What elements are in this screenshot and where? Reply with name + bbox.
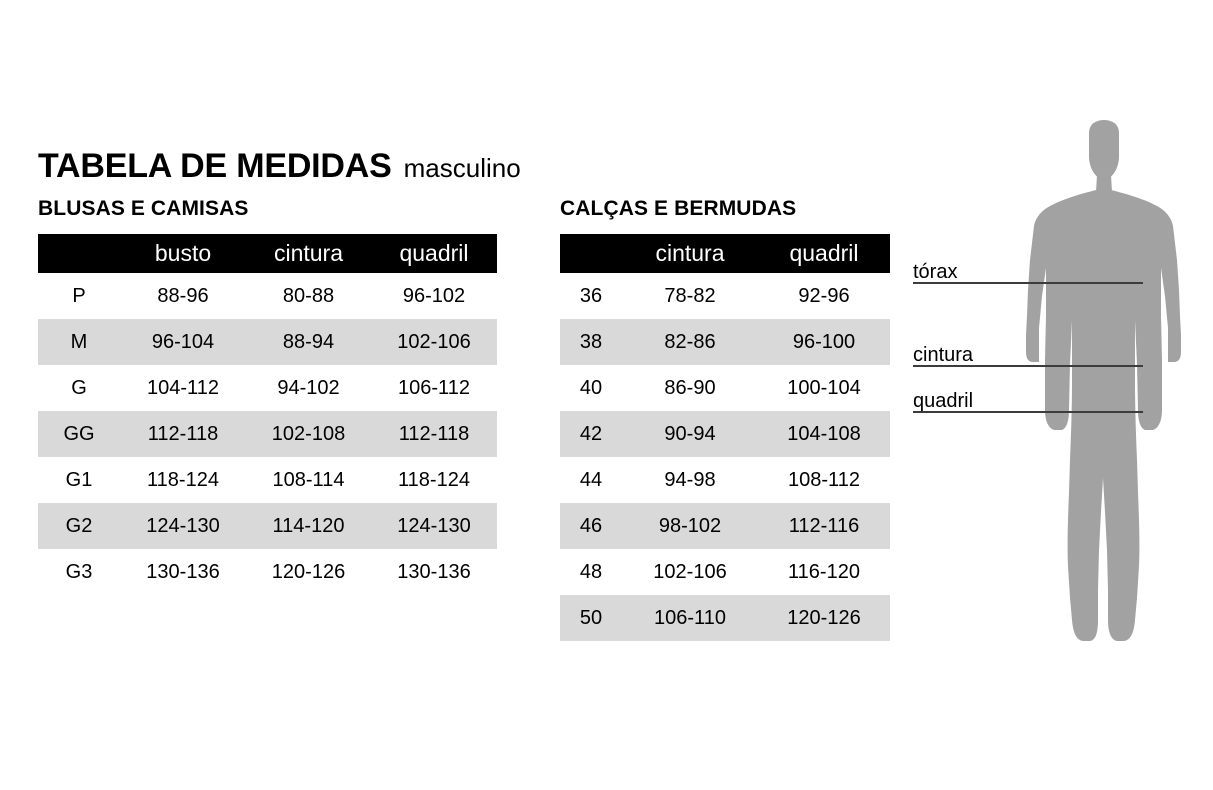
table-row: 40 86-90 100-104 bbox=[560, 365, 890, 411]
cell-quadril: 120-126 bbox=[758, 595, 890, 641]
table-row: 48 102-106 116-120 bbox=[560, 549, 890, 595]
cell-busto: 104-112 bbox=[120, 365, 246, 411]
column-header-cintura: cintura bbox=[622, 234, 758, 273]
cell-busto: 96-104 bbox=[120, 319, 246, 365]
cell-size: G2 bbox=[38, 503, 120, 549]
cell-size: P bbox=[38, 273, 120, 319]
cell-quadril: 118-124 bbox=[371, 457, 497, 503]
cell-quadril: 108-112 bbox=[758, 457, 890, 503]
cell-quadril: 124-130 bbox=[371, 503, 497, 549]
cell-size: 38 bbox=[560, 319, 622, 365]
cell-size: 40 bbox=[560, 365, 622, 411]
cell-quadril: 92-96 bbox=[758, 273, 890, 319]
table-row: 44 94-98 108-112 bbox=[560, 457, 890, 503]
cell-cintura: 120-126 bbox=[246, 549, 371, 595]
cell-size: 42 bbox=[560, 411, 622, 457]
cell-size: 48 bbox=[560, 549, 622, 595]
column-header-busto: busto bbox=[120, 234, 246, 273]
table-row: 42 90-94 104-108 bbox=[560, 411, 890, 457]
cell-cintura: 108-114 bbox=[246, 457, 371, 503]
cell-quadril: 104-108 bbox=[758, 411, 890, 457]
table-row: G 104-112 94-102 106-112 bbox=[38, 365, 497, 411]
page-title-subtitle: masculino bbox=[403, 153, 521, 183]
cell-cintura: 78-82 bbox=[622, 273, 758, 319]
section-title-tops: BLUSAS E CAMISAS bbox=[38, 197, 249, 220]
cell-cintura: 86-90 bbox=[622, 365, 758, 411]
measure-label-torax: tórax bbox=[913, 261, 958, 283]
cell-cintura: 80-88 bbox=[246, 273, 371, 319]
cell-size: 44 bbox=[560, 457, 622, 503]
page-title-main: TABELA DE MEDIDAS bbox=[38, 147, 392, 185]
cell-cintura: 102-108 bbox=[246, 411, 371, 457]
cell-quadril: 112-116 bbox=[758, 503, 890, 549]
section-title-bottoms: CALÇAS E BERMUDAS bbox=[560, 197, 797, 220]
cell-busto: 130-136 bbox=[120, 549, 246, 595]
column-header-size bbox=[38, 234, 120, 273]
column-header-quadril: quadril bbox=[758, 234, 890, 273]
column-header-size bbox=[560, 234, 622, 273]
cell-cintura: 102-106 bbox=[622, 549, 758, 595]
cell-size: G1 bbox=[38, 457, 120, 503]
cell-busto: 124-130 bbox=[120, 503, 246, 549]
cell-quadril: 116-120 bbox=[758, 549, 890, 595]
cell-cintura: 98-102 bbox=[622, 503, 758, 549]
table-row: G2 124-130 114-120 124-130 bbox=[38, 503, 497, 549]
page-title: TABELA DE MEDIDAS masculino bbox=[38, 147, 521, 186]
size-table-bottoms: cintura quadril 36 78-82 92-96 38 82-86 … bbox=[560, 234, 890, 641]
cell-busto: 112-118 bbox=[120, 411, 246, 457]
table-row: 46 98-102 112-116 bbox=[560, 503, 890, 549]
table-header-row: busto cintura quadril bbox=[38, 234, 497, 273]
cell-cintura: 94-102 bbox=[246, 365, 371, 411]
measure-line-quadril bbox=[913, 411, 1143, 413]
cell-cintura: 106-110 bbox=[622, 595, 758, 641]
cell-quadril: 106-112 bbox=[371, 365, 497, 411]
cell-quadril: 112-118 bbox=[371, 411, 497, 457]
size-table-tops: busto cintura quadril P 88-96 80-88 96-1… bbox=[38, 234, 497, 595]
cell-size: M bbox=[38, 319, 120, 365]
table-row: 38 82-86 96-100 bbox=[560, 319, 890, 365]
column-header-cintura: cintura bbox=[246, 234, 371, 273]
cell-size: G bbox=[38, 365, 120, 411]
cell-cintura: 88-94 bbox=[246, 319, 371, 365]
table-header-row: cintura quadril bbox=[560, 234, 890, 273]
measure-line-torax bbox=[913, 282, 1143, 284]
cell-quadril: 96-102 bbox=[371, 273, 497, 319]
table-row: P 88-96 80-88 96-102 bbox=[38, 273, 497, 319]
cell-quadril: 100-104 bbox=[758, 365, 890, 411]
cell-size: 50 bbox=[560, 595, 622, 641]
table-row: GG 112-118 102-108 112-118 bbox=[38, 411, 497, 457]
measure-label-cintura: cintura bbox=[913, 344, 974, 366]
male-body-silhouette-icon bbox=[1026, 120, 1206, 650]
measure-line-cintura bbox=[913, 365, 1143, 367]
cell-quadril: 102-106 bbox=[371, 319, 497, 365]
cell-cintura: 82-86 bbox=[622, 319, 758, 365]
cell-busto: 88-96 bbox=[120, 273, 246, 319]
cell-size: 36 bbox=[560, 273, 622, 319]
cell-quadril: 96-100 bbox=[758, 319, 890, 365]
cell-busto: 118-124 bbox=[120, 457, 246, 503]
cell-size: GG bbox=[38, 411, 120, 457]
cell-cintura: 90-94 bbox=[622, 411, 758, 457]
cell-cintura: 94-98 bbox=[622, 457, 758, 503]
cell-size: 46 bbox=[560, 503, 622, 549]
column-header-quadril: quadril bbox=[371, 234, 497, 273]
table-row: M 96-104 88-94 102-106 bbox=[38, 319, 497, 365]
table-row: 50 106-110 120-126 bbox=[560, 595, 890, 641]
cell-size: G3 bbox=[38, 549, 120, 595]
table-row: 36 78-82 92-96 bbox=[560, 273, 890, 319]
table-row: G1 118-124 108-114 118-124 bbox=[38, 457, 497, 503]
table-row: G3 130-136 120-126 130-136 bbox=[38, 549, 497, 595]
cell-cintura: 114-120 bbox=[246, 503, 371, 549]
cell-quadril: 130-136 bbox=[371, 549, 497, 595]
measure-label-quadril: quadril bbox=[913, 390, 974, 412]
